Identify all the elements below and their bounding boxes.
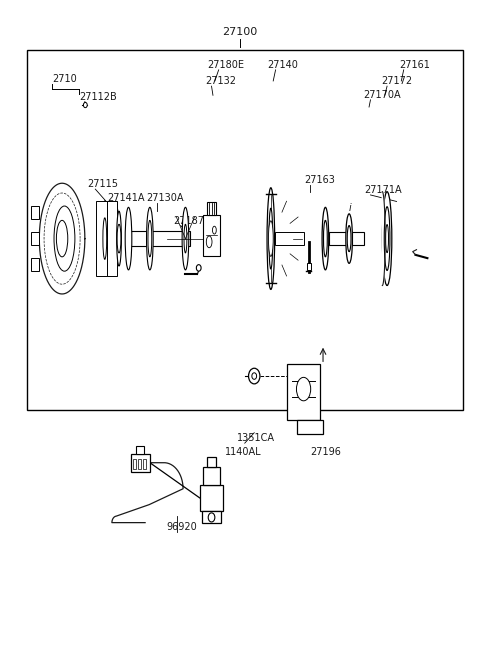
Ellipse shape	[56, 220, 68, 257]
Ellipse shape	[346, 214, 352, 263]
Bar	[202, 511, 221, 522]
Text: 27100: 27100	[222, 27, 258, 37]
Text: 27196: 27196	[310, 447, 341, 457]
Bar	[307, 263, 311, 270]
Ellipse shape	[267, 188, 275, 290]
Text: 27161: 27161	[399, 60, 430, 70]
Bar	[352, 232, 364, 245]
Text: 27171A: 27171A	[364, 185, 402, 195]
Ellipse shape	[196, 265, 201, 271]
Ellipse shape	[249, 368, 260, 384]
Text: 27187: 27187	[174, 215, 204, 225]
Polygon shape	[39, 183, 85, 294]
Ellipse shape	[54, 206, 75, 271]
Ellipse shape	[182, 208, 189, 270]
Ellipse shape	[206, 236, 212, 248]
Ellipse shape	[184, 224, 187, 253]
Bar	[133, 459, 136, 468]
Text: 27115: 27115	[87, 179, 118, 189]
Polygon shape	[383, 192, 385, 286]
Ellipse shape	[384, 207, 390, 271]
Ellipse shape	[252, 373, 257, 379]
Text: 27172: 27172	[381, 76, 412, 86]
Bar	[131, 453, 150, 472]
Ellipse shape	[146, 208, 153, 270]
Text: 27180E: 27180E	[207, 60, 244, 70]
Bar	[31, 258, 39, 271]
Ellipse shape	[383, 192, 392, 286]
Bar	[203, 215, 220, 256]
Bar	[136, 445, 144, 453]
Bar	[31, 206, 39, 219]
Bar	[329, 232, 348, 245]
Bar	[107, 201, 117, 277]
Ellipse shape	[322, 208, 329, 270]
Text: 27130A: 27130A	[146, 193, 184, 204]
Ellipse shape	[148, 220, 152, 257]
Ellipse shape	[117, 212, 121, 266]
Bar	[129, 231, 190, 246]
Text: 27141A: 27141A	[107, 193, 144, 204]
Bar	[207, 202, 216, 215]
Bar	[200, 485, 223, 511]
Ellipse shape	[213, 226, 216, 234]
Ellipse shape	[324, 220, 327, 257]
Bar	[26, 50, 463, 410]
Text: 2710: 2710	[53, 74, 77, 83]
Bar	[275, 232, 304, 245]
Text: 27170A: 27170A	[363, 90, 401, 100]
Text: 27112B: 27112B	[80, 93, 118, 102]
Bar	[288, 365, 320, 420]
Bar	[96, 201, 107, 277]
Ellipse shape	[269, 208, 273, 269]
Ellipse shape	[385, 225, 388, 253]
Text: 27140: 27140	[267, 60, 299, 70]
Bar	[297, 420, 323, 434]
Text: 27132: 27132	[205, 76, 236, 86]
Ellipse shape	[347, 225, 351, 252]
Text: 27163: 27163	[304, 175, 335, 185]
Ellipse shape	[103, 218, 107, 260]
Ellipse shape	[84, 102, 87, 108]
Text: 96920: 96920	[167, 522, 197, 532]
Text: 1140AL: 1140AL	[225, 447, 262, 457]
Ellipse shape	[268, 221, 273, 256]
Bar	[138, 459, 141, 468]
Ellipse shape	[297, 377, 311, 401]
Bar	[143, 459, 145, 468]
Ellipse shape	[208, 513, 215, 522]
Ellipse shape	[102, 201, 107, 277]
Ellipse shape	[125, 208, 132, 270]
Ellipse shape	[117, 224, 121, 253]
Bar	[207, 457, 216, 466]
Bar	[31, 232, 39, 245]
Text: i: i	[349, 203, 352, 214]
Text: 1351CA: 1351CA	[237, 433, 275, 443]
Bar	[203, 466, 220, 485]
